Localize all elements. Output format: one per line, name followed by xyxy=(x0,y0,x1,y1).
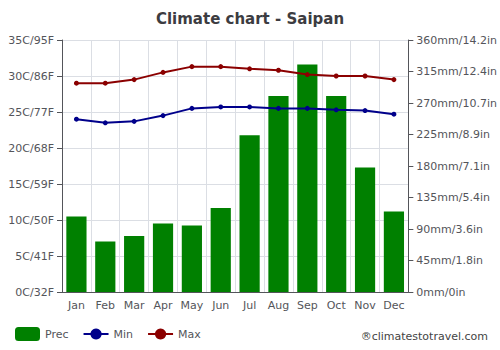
svg-text:315mm/12.4in: 315mm/12.4in xyxy=(416,65,497,78)
svg-text:5C/41F: 5C/41F xyxy=(15,250,54,263)
svg-text:Feb: Feb xyxy=(96,299,115,312)
svg-text:Jul: Jul xyxy=(242,299,256,312)
svg-text:35C/95F: 35C/95F xyxy=(8,34,54,47)
svg-text:Sep: Sep xyxy=(297,299,318,312)
svg-text:May: May xyxy=(181,299,204,312)
svg-text:Prec: Prec xyxy=(45,328,69,341)
svg-text:20C/68F: 20C/68F xyxy=(8,142,54,155)
svg-text:45mm/1.8in: 45mm/1.8in xyxy=(416,254,483,267)
svg-text:Apr: Apr xyxy=(154,299,174,312)
svg-text:Jun: Jun xyxy=(211,299,229,312)
svg-text:Max: Max xyxy=(178,328,201,341)
svg-text:10C/50F: 10C/50F xyxy=(8,214,54,227)
svg-text:15C/59F: 15C/59F xyxy=(8,178,54,191)
svg-text:Dec: Dec xyxy=(383,299,404,312)
svg-text:Oct: Oct xyxy=(327,299,347,312)
svg-text:Climate chart - Saipan: Climate chart - Saipan xyxy=(156,10,344,28)
svg-text:Nov: Nov xyxy=(354,299,376,312)
svg-text:0mm/0in: 0mm/0in xyxy=(416,286,465,299)
svg-text:Aug: Aug xyxy=(268,299,289,312)
svg-text:0C/32F: 0C/32F xyxy=(15,286,54,299)
svg-text:30C/86F: 30C/86F xyxy=(8,70,54,83)
svg-text:180mm/7.1in: 180mm/7.1in xyxy=(416,160,490,173)
svg-text:225mm/8.9in: 225mm/8.9in xyxy=(416,128,490,141)
svg-text:25C/77F: 25C/77F xyxy=(8,106,54,119)
svg-text:135mm/5.4in: 135mm/5.4in xyxy=(416,191,490,204)
svg-text:®climatestotravel.com: ®climatestotravel.com xyxy=(361,330,488,343)
svg-text:Mar: Mar xyxy=(124,299,145,312)
svg-text:270mm/10.7in: 270mm/10.7in xyxy=(416,97,497,110)
svg-text:90mm/3.6in: 90mm/3.6in xyxy=(416,223,483,236)
svg-text:Jan: Jan xyxy=(67,299,85,312)
svg-text:360mm/14.2in: 360mm/14.2in xyxy=(416,34,497,47)
svg-text:Min: Min xyxy=(114,328,134,341)
